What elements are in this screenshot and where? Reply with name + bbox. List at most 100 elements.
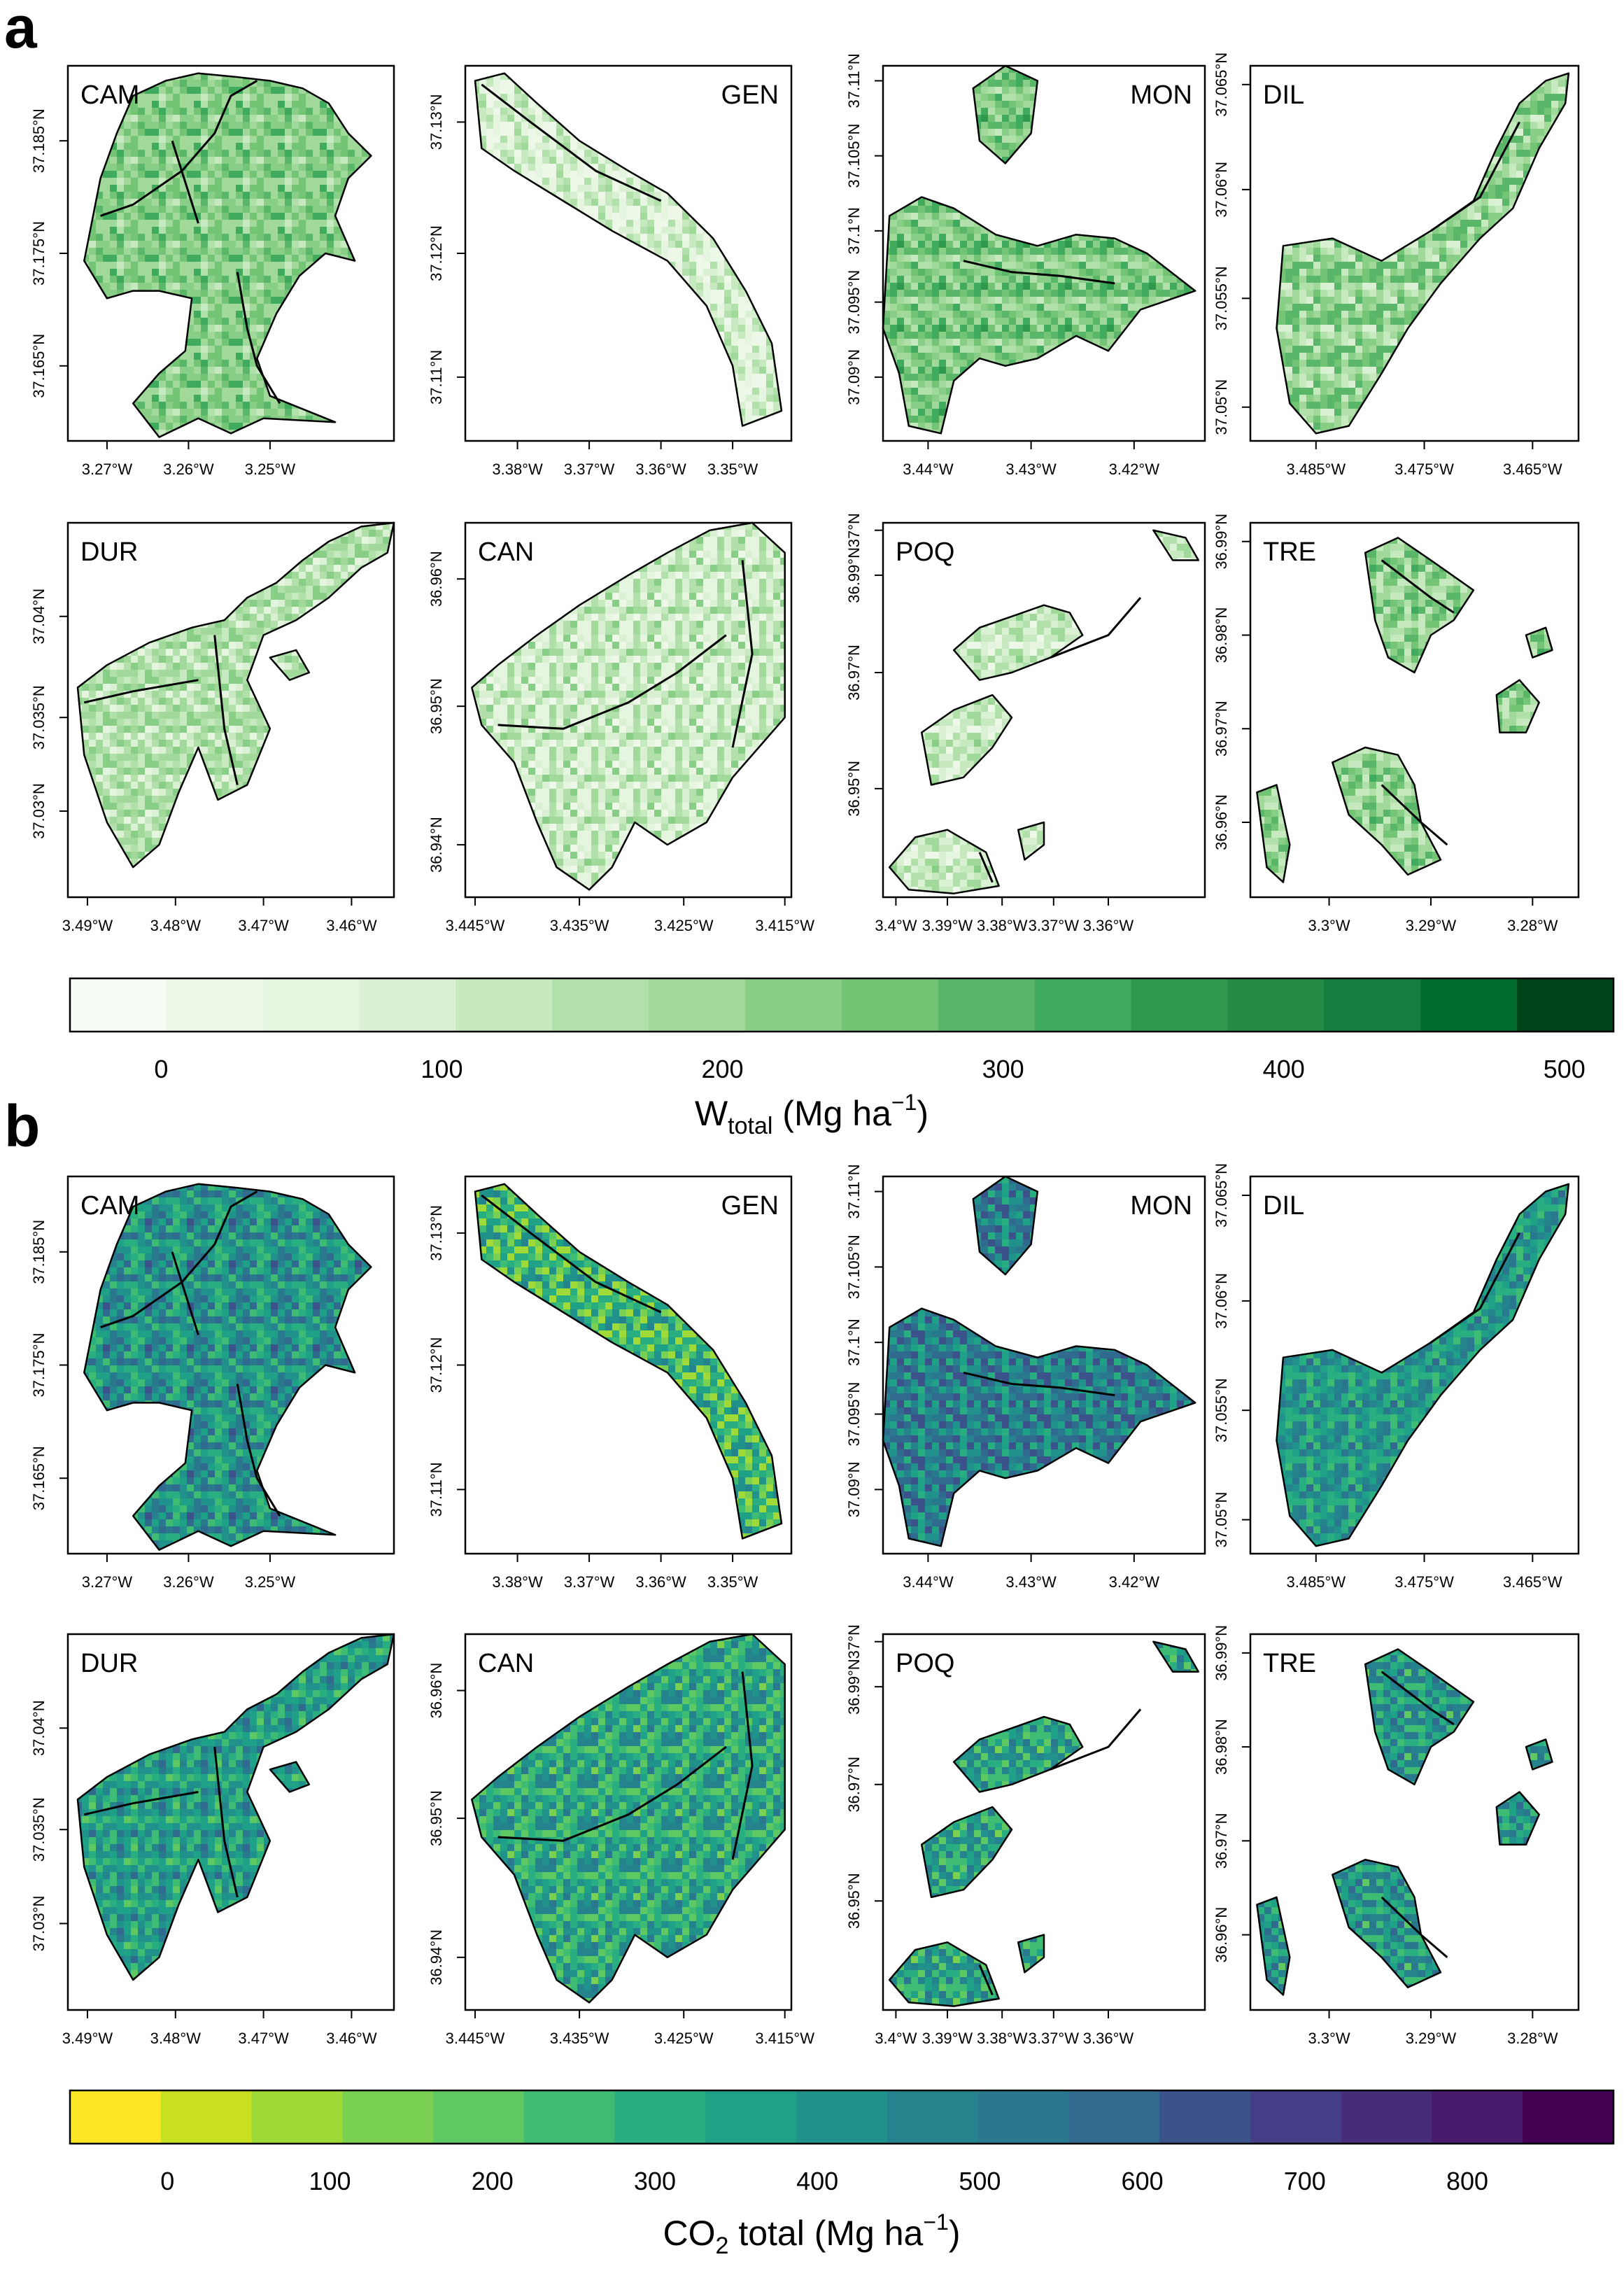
boundary-line (171, 140, 199, 224)
y-tick-label: 37.065°N (1213, 52, 1230, 117)
landscape-polygon (83, 1183, 372, 1551)
y-tick-label: 36.99°N (1213, 514, 1230, 570)
colorbar-swatch (433, 2090, 525, 2144)
landscape-polygon (474, 1183, 783, 1540)
x-tick-label: 3.37°W (1029, 917, 1080, 934)
x-tick-label: 3.485°W (1286, 1573, 1346, 1591)
boundary-line (481, 1194, 662, 1314)
x-tick-label: 3.25°W (245, 460, 296, 478)
map-frame (882, 64, 1206, 442)
boundary-line (1381, 1671, 1455, 1726)
x-tick-label: 3.35°W (707, 1573, 758, 1591)
y-tick-label: 37.055°N (1213, 1378, 1230, 1442)
colorbar-swatch (1131, 978, 1228, 1032)
landscape-polygon (882, 1307, 1196, 1547)
site-label: MON (1130, 80, 1192, 110)
site-label: CAN (478, 1649, 534, 1678)
boundary-line (236, 272, 281, 405)
x-tick-label: 3.44°W (903, 460, 954, 478)
colorbar-swatch (649, 978, 746, 1032)
landscape-polygon (474, 72, 783, 427)
colorbar-swatch (160, 2090, 253, 2144)
map-panel-a-cam: CAM 3.27°W 3.26°W 3.25°W 37.185°N 37.175°N 37.… (30, 64, 395, 478)
landscape-polygon (1017, 821, 1045, 861)
y-tick-label: 37.1°N (845, 207, 863, 255)
colorbar-swatch (456, 978, 553, 1032)
y-tick-label: 37.065°N (1213, 1163, 1230, 1228)
boundary-line (497, 1745, 727, 1842)
colorbar-tick-label: 200 (472, 2167, 514, 2195)
site-label: POQ (896, 1649, 954, 1678)
x-tick-label: 3.27°W (82, 1573, 133, 1591)
map-frame (1249, 1175, 1580, 1555)
site-label: POQ (896, 537, 954, 567)
boundary-line (497, 634, 727, 730)
x-tick-label: 3.4°W (875, 917, 917, 934)
colorbar-tick-label: 700 (1284, 2167, 1326, 2195)
y-tick-label: 36.95°N (845, 1873, 863, 1929)
x-tick-label: 3.37°W (564, 1573, 615, 1591)
y-tick-label: 36.99°N (845, 547, 863, 603)
landscape-polygon (972, 1175, 1039, 1276)
landscape-polygon (1364, 1648, 1475, 1786)
x-tick-label: 3.36°W (635, 1573, 686, 1591)
x-tick-label: 3.36°W (635, 460, 686, 478)
boundary-line (171, 1251, 199, 1335)
y-tick-label: 36.97°N (845, 1757, 863, 1813)
y-tick-label: 37.105°N (845, 124, 863, 188)
boundary-line (731, 1671, 754, 1860)
site-label: TRE (1263, 1649, 1316, 1678)
colorbar-tick-label: 300 (634, 2167, 676, 2195)
boundary-line (963, 260, 1115, 285)
y-tick-label: 37.11°N (845, 53, 863, 108)
y-tick-label: 36.98°N (1213, 607, 1230, 663)
x-tick-label: 3.37°W (1029, 2030, 1080, 2047)
landscape-polygon (269, 1761, 311, 1793)
colorbar-swatch (1324, 978, 1421, 1032)
colorbar-swatch (1341, 2090, 1432, 2144)
panel-letter-a: a (4, 0, 38, 60)
colorbar-swatch (359, 978, 456, 1032)
map-frame (464, 521, 793, 899)
landscape-polygon (1332, 1858, 1442, 1989)
y-tick-label: 36.97°N (845, 645, 863, 701)
x-tick-label: 3.475°W (1394, 1573, 1454, 1591)
map-panel-a-can: CAN 3.445°W 3.435°W 3.425°W 3.415°W 36.96°N 36… (428, 521, 814, 934)
map-frame (882, 1633, 1206, 2011)
y-tick-label: 37°N (845, 513, 863, 547)
y-tick-label: 37.105°N (845, 1235, 863, 1299)
x-tick-label: 3.48°W (150, 2030, 202, 2047)
colorbar-a: 0 100 200 300 400 500 Wtotal (Mg ha−1) (69, 977, 1615, 1139)
colorbar-swatch (1420, 978, 1518, 1032)
colorbar-swatch (1523, 2090, 1614, 2144)
x-tick-label: 3.46°W (326, 917, 377, 934)
colorbar-swatch (70, 2090, 162, 2144)
x-tick-label: 3.26°W (163, 460, 214, 478)
map-frame (882, 521, 1206, 899)
landscape-polygon (1276, 72, 1570, 435)
x-tick-label: 3.46°W (326, 2030, 377, 2047)
panel-letter-b: b (4, 1093, 40, 1159)
x-tick-label: 3.37°W (564, 460, 615, 478)
boundary-line (731, 560, 754, 748)
x-tick-label: 3.435°W (550, 2030, 609, 2047)
map-panel-a-dur: DUR 3.49°W 3.48°W 3.47°W 3.46°W 37.04°N 37.035… (30, 521, 395, 934)
colorbar-tick-label: 100 (421, 1055, 463, 1083)
x-tick-label: 3.4°W (875, 2030, 917, 2047)
y-tick-label: 36.96°N (428, 1663, 445, 1719)
x-tick-label: 3.3°W (1308, 917, 1350, 934)
x-tick-label: 3.47°W (238, 917, 289, 934)
boundary-line (83, 1791, 199, 1816)
map-panel-b-dil: DIL 3.485°W 3.475°W 3.465°W 37.065°N 37.06°N 3… (1213, 1163, 1580, 1591)
x-tick-label: 3.3°W (1308, 2030, 1350, 2047)
colorbar-swatch (1034, 978, 1132, 1032)
colorbar-tick-label: 600 (1122, 2167, 1164, 2195)
site-label: MON (1130, 1191, 1192, 1221)
boundary-line (978, 1964, 994, 1996)
x-tick-label: 3.36°W (1083, 2030, 1134, 2047)
colorbar-swatch (1068, 2090, 1160, 2144)
x-tick-label: 3.49°W (62, 2030, 113, 2047)
y-tick-label: 37.035°N (30, 685, 48, 750)
boundary-line (213, 1746, 239, 1898)
